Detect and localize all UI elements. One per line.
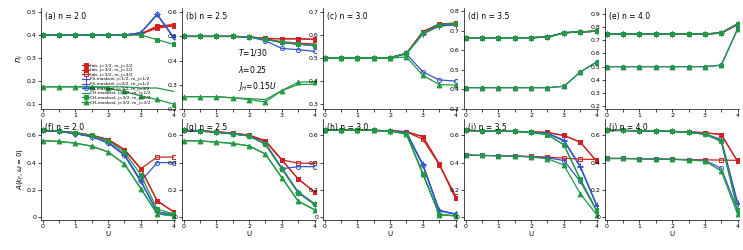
Text: (b) n = 2.5: (b) n = 2.5 [186, 12, 227, 20]
Text: (g) n = 2.5: (g) n = 2.5 [186, 123, 227, 132]
Text: (d) n = 3.5: (d) n = 3.5 [468, 12, 510, 20]
X-axis label: U: U [106, 230, 111, 236]
X-axis label: U: U [528, 230, 533, 236]
Text: (c) n = 3.0: (c) n = 3.0 [327, 12, 368, 20]
Y-axis label: $n_i$: $n_i$ [15, 54, 25, 62]
X-axis label: U: U [669, 230, 675, 236]
Text: (j) n = 4.0: (j) n = 4.0 [609, 123, 648, 132]
Text: (a) n = 2.0: (a) n = 2.0 [45, 12, 86, 20]
Legend: fab, j=1/2, m_j=1/2, fab, j=3/2, m_j=1/2, fab, j=3/2, m_j=3/2, FS-masked, j=1/2,: fab, j=1/2, m_j=1/2, fab, j=3/2, m_j=1/2… [81, 62, 153, 106]
Text: (i) n = 3.5: (i) n = 3.5 [468, 123, 507, 132]
X-axis label: U: U [388, 230, 392, 236]
Text: (e) n = 4.0: (e) n = 4.0 [609, 12, 650, 20]
Y-axis label: $A(k_F,\omega=0)$: $A(k_F,\omega=0)$ [16, 148, 25, 190]
Text: (h) n = 3.0: (h) n = 3.0 [327, 123, 369, 132]
Text: (f) n = 2.0: (f) n = 2.0 [45, 123, 84, 132]
X-axis label: U: U [247, 230, 252, 236]
Text: $T$=1/30
$\lambda$=0.25
$J_{H}$=0.15$U$: $T$=1/30 $\lambda$=0.25 $J_{H}$=0.15$U$ [239, 47, 277, 93]
